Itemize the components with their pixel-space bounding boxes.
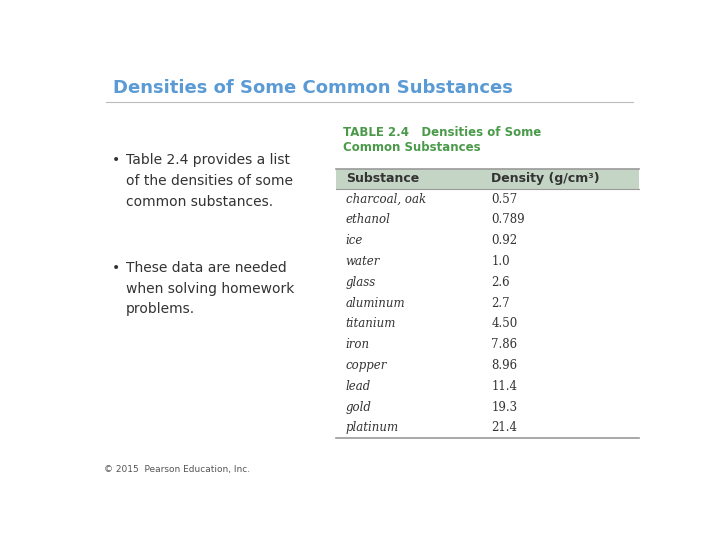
Text: aluminum: aluminum: [346, 296, 405, 309]
Text: Densities of Some Common Substances: Densities of Some Common Substances: [113, 79, 513, 97]
Text: iron: iron: [346, 338, 370, 351]
Text: Table 2.4 provides a list
of the densities of some
common substances.: Table 2.4 provides a list of the densiti…: [126, 153, 292, 208]
FancyBboxPatch shape: [336, 210, 639, 231]
Text: 21.4: 21.4: [492, 421, 518, 434]
Text: platinum: platinum: [346, 421, 399, 434]
Text: Substance: Substance: [346, 172, 419, 185]
Text: 0.57: 0.57: [492, 193, 518, 206]
Text: •: •: [112, 153, 120, 167]
Text: 4.50: 4.50: [492, 318, 518, 330]
Text: water: water: [346, 255, 380, 268]
Text: titanium: titanium: [346, 318, 396, 330]
Text: © 2015  Pearson Education, Inc.: © 2015 Pearson Education, Inc.: [104, 464, 250, 474]
Text: 1.0: 1.0: [492, 255, 510, 268]
Text: 7.86: 7.86: [492, 338, 518, 351]
Text: 2.6: 2.6: [492, 276, 510, 289]
Text: charcoal, oak: charcoal, oak: [346, 193, 426, 206]
Text: Density (g/cm³): Density (g/cm³): [492, 172, 600, 185]
Text: 11.4: 11.4: [492, 380, 518, 393]
FancyBboxPatch shape: [336, 417, 639, 438]
Text: 8.96: 8.96: [492, 359, 518, 372]
Text: copper: copper: [346, 359, 387, 372]
Text: ethanol: ethanol: [346, 213, 391, 226]
FancyBboxPatch shape: [336, 189, 639, 210]
Text: 2.7: 2.7: [492, 296, 510, 309]
Text: lead: lead: [346, 380, 371, 393]
Text: Common Substances: Common Substances: [343, 141, 480, 154]
Text: gold: gold: [346, 401, 372, 414]
Text: glass: glass: [346, 276, 376, 289]
FancyBboxPatch shape: [336, 251, 639, 272]
FancyBboxPatch shape: [336, 397, 639, 417]
FancyBboxPatch shape: [336, 168, 639, 189]
FancyBboxPatch shape: [336, 334, 639, 355]
Text: These data are needed
when solving homework
problems.: These data are needed when solving homew…: [126, 261, 294, 316]
FancyBboxPatch shape: [336, 293, 639, 314]
FancyBboxPatch shape: [336, 231, 639, 251]
FancyBboxPatch shape: [336, 272, 639, 293]
Text: ice: ice: [346, 234, 363, 247]
Text: 0.92: 0.92: [492, 234, 518, 247]
Text: 0.789: 0.789: [492, 213, 525, 226]
Text: 19.3: 19.3: [492, 401, 518, 414]
Text: •: •: [112, 261, 120, 275]
Text: TABLE 2.4   Densities of Some: TABLE 2.4 Densities of Some: [343, 126, 541, 139]
FancyBboxPatch shape: [336, 376, 639, 397]
FancyBboxPatch shape: [336, 355, 639, 376]
FancyBboxPatch shape: [336, 314, 639, 334]
